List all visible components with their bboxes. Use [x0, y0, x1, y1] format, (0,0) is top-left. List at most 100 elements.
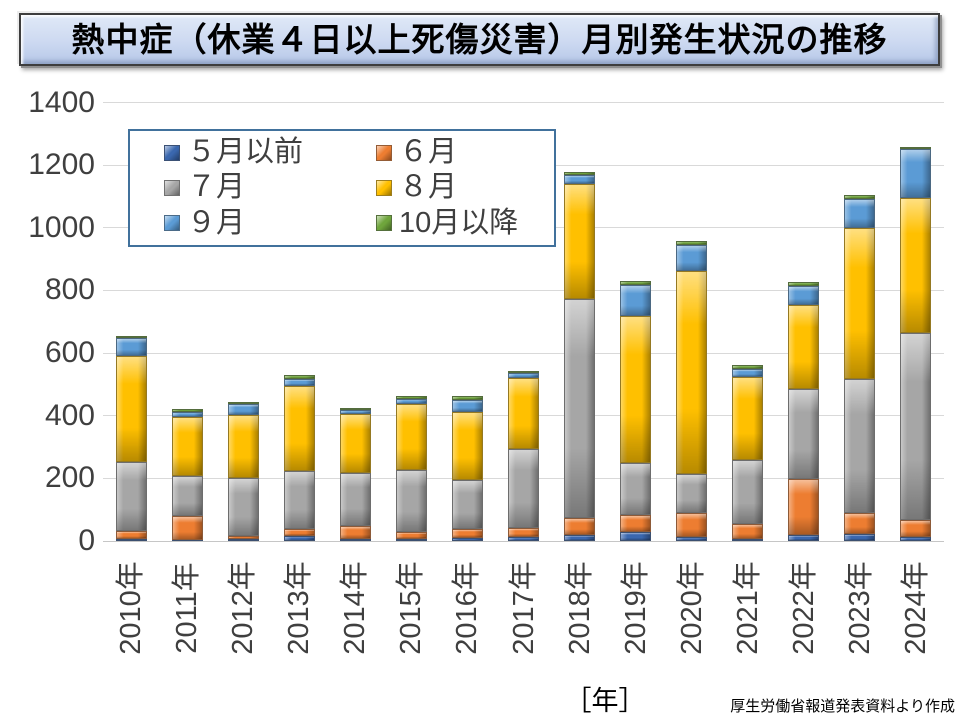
- bar-2017-seg-oct-later: [508, 370, 539, 373]
- bar-2017-seg-aug: [508, 377, 539, 450]
- bar-2016-seg-oct-later: [451, 396, 483, 401]
- bar-2017-seg-jun: [508, 527, 539, 537]
- bar-segment-bevel: [284, 537, 314, 540]
- source-note: 厚生労働省報道発表資料より作成: [730, 698, 955, 715]
- bar-segment-bevel: [228, 537, 258, 539]
- bar-2012-seg-may-earlier: [227, 539, 259, 541]
- bar-segment-bevel: [677, 513, 707, 536]
- bar-2020-seg-jun: [676, 512, 708, 537]
- bar-segment-bevel: [621, 316, 651, 462]
- bar-2022-seg-oct-later: [788, 281, 820, 286]
- bar-segment-bevel: [901, 334, 931, 520]
- bar-2020-seg-may-earlier: [676, 536, 708, 541]
- bar-2015-seg-aug: [395, 404, 427, 470]
- legend-swatch-bevel: [165, 180, 179, 195]
- bar-2010-seg-aug: [115, 356, 147, 463]
- bar-segment-bevel: [901, 150, 931, 198]
- legend-item-sep: ９月: [164, 206, 376, 241]
- bar-segment-bevel: [621, 285, 651, 315]
- legend-swatch-icon: [164, 215, 180, 232]
- bar-2018: [564, 0, 596, 541]
- bar-2017: [508, 0, 539, 541]
- bar-2012: [227, 0, 259, 541]
- bar-2023-seg-jun: [844, 513, 876, 535]
- bar-segment-bevel: [396, 532, 426, 538]
- y-axis-tick-label: 1400: [28, 85, 95, 119]
- bar-segment-bevel: [116, 339, 146, 356]
- bar-2011: [171, 0, 203, 541]
- bar-2021-seg-sep: [732, 368, 764, 377]
- bar-2022-seg-jul: [788, 389, 820, 479]
- bar-segment-bevel: [116, 539, 146, 540]
- bar-segment-bevel: [509, 528, 538, 536]
- bar-2011-seg-jun: [171, 515, 203, 541]
- bar-2021-seg-jun: [732, 523, 764, 539]
- bar-2018-seg-oct-later: [564, 172, 596, 175]
- bar-segment-bevel: [845, 195, 875, 199]
- legend-swatch-bevel: [165, 145, 179, 160]
- bar-segment-bevel: [396, 405, 426, 469]
- bar-segment-bevel: [565, 536, 595, 540]
- x-axis-tick-label: 2011年: [171, 562, 204, 654]
- bar-segment-bevel: [228, 478, 258, 536]
- bar-segment-bevel: [284, 386, 314, 470]
- bar-2021-seg-oct-later: [732, 365, 764, 369]
- bar-2018-seg-jul: [564, 299, 596, 518]
- legend-item-jun: ６月: [376, 135, 554, 170]
- bar-segment-bevel: [284, 376, 314, 378]
- legend-swatch-bevel: [377, 216, 391, 231]
- x-axis-tick-label: 2017年: [507, 561, 540, 655]
- legend-item-may-earlier: ５月以前: [164, 135, 376, 170]
- bar-segment-bevel: [621, 463, 651, 515]
- bar-segment-bevel: [789, 479, 819, 535]
- bar-2012-seg-jul: [227, 477, 259, 537]
- bar-2023: [844, 0, 876, 541]
- bar-2019-seg-may-earlier: [620, 531, 652, 541]
- bar-segment-bevel: [452, 539, 482, 540]
- bar-2012-seg-sep: [227, 404, 259, 416]
- bar-2023-seg-may-earlier: [844, 534, 876, 541]
- bar-segment-bevel: [284, 471, 314, 529]
- bar-2019-seg-jun: [620, 515, 652, 532]
- bar-2013: [283, 0, 315, 541]
- bar-2016-seg-jul: [451, 480, 483, 530]
- bar-segment-bevel: [509, 450, 538, 527]
- bar-2016: [451, 0, 483, 541]
- bar-segment-bevel: [172, 418, 202, 475]
- bar-segment-bevel: [733, 524, 763, 538]
- bar-segment-bevel: [677, 241, 707, 245]
- bar-2019-seg-oct-later: [620, 281, 652, 285]
- bar-segment-bevel: [789, 305, 819, 389]
- x-axis-tick-label: 2014年: [339, 561, 372, 655]
- bar-segment-bevel: [845, 200, 875, 228]
- bar-segment-bevel: [901, 199, 931, 333]
- gridline-600: [103, 352, 944, 354]
- y-axis-tick-label: 200: [44, 461, 95, 495]
- bar-segment-bevel: [452, 481, 482, 529]
- bar-segment-bevel: [452, 530, 482, 538]
- bar-segment-bevel: [789, 282, 819, 285]
- bar-segment-bevel: [509, 378, 538, 449]
- bar-segment-bevel: [396, 470, 426, 531]
- bar-segment-bevel: [789, 286, 819, 304]
- bar-2015-seg-jul: [395, 469, 427, 532]
- x-axis-tick-label: 2010年: [115, 561, 148, 655]
- bar-segment-bevel: [901, 537, 931, 540]
- bar-segment-bevel: [845, 380, 875, 513]
- bar-segment-bevel: [452, 401, 482, 411]
- bar-2012-seg-aug: [227, 415, 259, 478]
- bar-segment-bevel: [565, 518, 595, 535]
- y-axis-tick-label: 0: [78, 524, 95, 557]
- bar-2014-seg-sep: [339, 409, 371, 415]
- bar-segment-bevel: [116, 357, 146, 462]
- bar-2021-seg-jul: [732, 459, 764, 524]
- bar-segment-bevel: [901, 521, 931, 536]
- legend-label: 10月以降: [399, 206, 519, 239]
- bar-segment-bevel: [172, 516, 202, 540]
- bar-2010-seg-jul: [115, 462, 147, 531]
- bar-segment-bevel: [789, 536, 819, 540]
- bar-2024-seg-oct-later: [900, 147, 932, 150]
- bar-2018-seg-jun: [564, 517, 596, 536]
- legend-swatch-icon: [376, 215, 392, 232]
- legend-swatch-icon: [164, 179, 180, 196]
